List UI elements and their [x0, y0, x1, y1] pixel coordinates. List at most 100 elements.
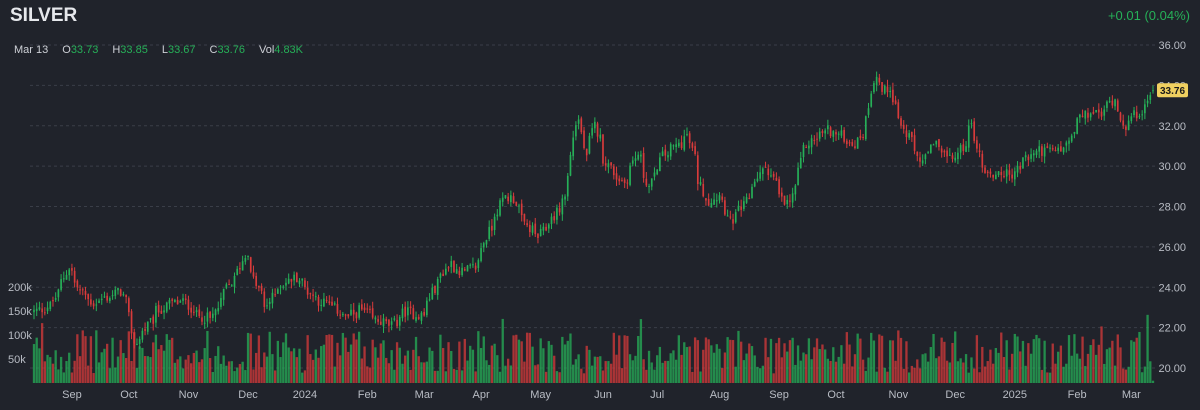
volume-tick-label: 50k: [8, 354, 26, 366]
candle-body: [350, 309, 352, 315]
volume-bar: [260, 367, 263, 383]
volume-bar: [87, 365, 90, 383]
volume-bar: [685, 347, 689, 383]
volume-bar: [279, 357, 282, 383]
volume-bar: [488, 364, 491, 383]
volume-bar: [1048, 372, 1052, 383]
candle-body: [73, 270, 76, 283]
candle-body: [1073, 132, 1076, 134]
candle-body: [718, 195, 721, 201]
volume-bar: [425, 361, 429, 383]
volume-bar: [452, 368, 456, 383]
volume-bar: [918, 368, 922, 383]
candle-body: [707, 198, 710, 206]
candle-body: [155, 306, 157, 323]
volume-bar: [1113, 365, 1117, 383]
volume-bar: [40, 323, 44, 383]
volume-bar: [471, 349, 475, 383]
volume-bar: [203, 348, 206, 383]
volume-bar: [813, 347, 816, 383]
volume-bar: [1089, 345, 1092, 383]
candle-body: [301, 278, 304, 281]
candle-body: [442, 273, 444, 276]
volume-bar: [330, 334, 334, 383]
volume-bar: [788, 340, 792, 383]
candle-body: [791, 193, 794, 203]
candle-body: [797, 167, 799, 186]
volume-bar: [1094, 354, 1098, 383]
time-tick-label: Mar: [1122, 389, 1141, 401]
volume-bar: [997, 352, 1000, 383]
ohlc-volume: Vol4.83K: [258, 44, 304, 56]
volume-bar: [493, 343, 496, 383]
volume-bar: [777, 337, 781, 383]
volume-bar: [485, 360, 488, 383]
volume-bar: [1105, 349, 1109, 383]
candle-body: [436, 279, 439, 295]
volume-bar: [165, 334, 168, 383]
volume-bar: [740, 341, 743, 383]
candle-body: [98, 300, 100, 304]
volume-bar: [921, 354, 924, 383]
volume-bar: [181, 368, 185, 383]
candle-body: [417, 317, 420, 319]
volume-bar: [325, 334, 328, 383]
candle-body: [602, 134, 604, 164]
candle-body: [1019, 165, 1022, 170]
candle-body: [1000, 172, 1003, 176]
candle-body: [924, 154, 927, 160]
candle-body: [1051, 148, 1054, 150]
candle-body: [1152, 90, 1154, 92]
volume-bar: [658, 346, 662, 383]
volume-bar: [1122, 368, 1125, 383]
volume-bar: [1103, 363, 1106, 383]
candle-body: [686, 134, 688, 136]
volume-bar: [731, 340, 735, 383]
candle-body: [485, 240, 488, 245]
candle-body: [556, 207, 558, 220]
candle-body: [415, 317, 417, 321]
candle-body: [840, 130, 843, 136]
candle-body: [550, 216, 553, 224]
volume-bar: [558, 372, 561, 383]
volume-bar: [810, 359, 813, 383]
candle-body: [201, 317, 203, 322]
candle-body: [214, 309, 217, 316]
volume-bar: [699, 371, 702, 383]
candle-body: [211, 313, 214, 318]
volume-bar: [661, 362, 664, 383]
volume-bar: [853, 354, 857, 383]
volume-bar: [864, 370, 867, 383]
candle-body: [95, 304, 98, 306]
volume-bar: [433, 370, 437, 383]
candle-body: [130, 311, 133, 334]
volume-bar: [368, 367, 372, 383]
candle-body: [626, 182, 629, 184]
volume-bar: [577, 354, 580, 383]
volume-bar: [1051, 343, 1054, 383]
volume-bar: [501, 318, 504, 383]
volume-bar: [298, 348, 301, 383]
volume-bar: [851, 366, 854, 383]
candle-body: [472, 264, 474, 266]
volume-bar: [913, 367, 916, 383]
candle-body: [477, 260, 480, 268]
volume-bar: [441, 348, 445, 383]
candle-body: [547, 224, 550, 229]
volume-bar: [363, 346, 366, 383]
volume-bar: [116, 356, 120, 383]
candle-body: [1097, 109, 1100, 113]
candle-body: [1103, 109, 1106, 116]
volume-bar: [414, 336, 418, 383]
candle-body: [79, 289, 81, 291]
volume-bar: [322, 344, 326, 383]
candle-body: [111, 295, 114, 297]
volume-bar: [891, 340, 895, 383]
volume-bar: [46, 354, 49, 383]
candle-body: [1135, 111, 1138, 119]
candle-body: [1100, 111, 1103, 117]
volume-bar: [379, 343, 382, 383]
candle-body: [136, 343, 138, 345]
volume-bar: [637, 336, 640, 383]
